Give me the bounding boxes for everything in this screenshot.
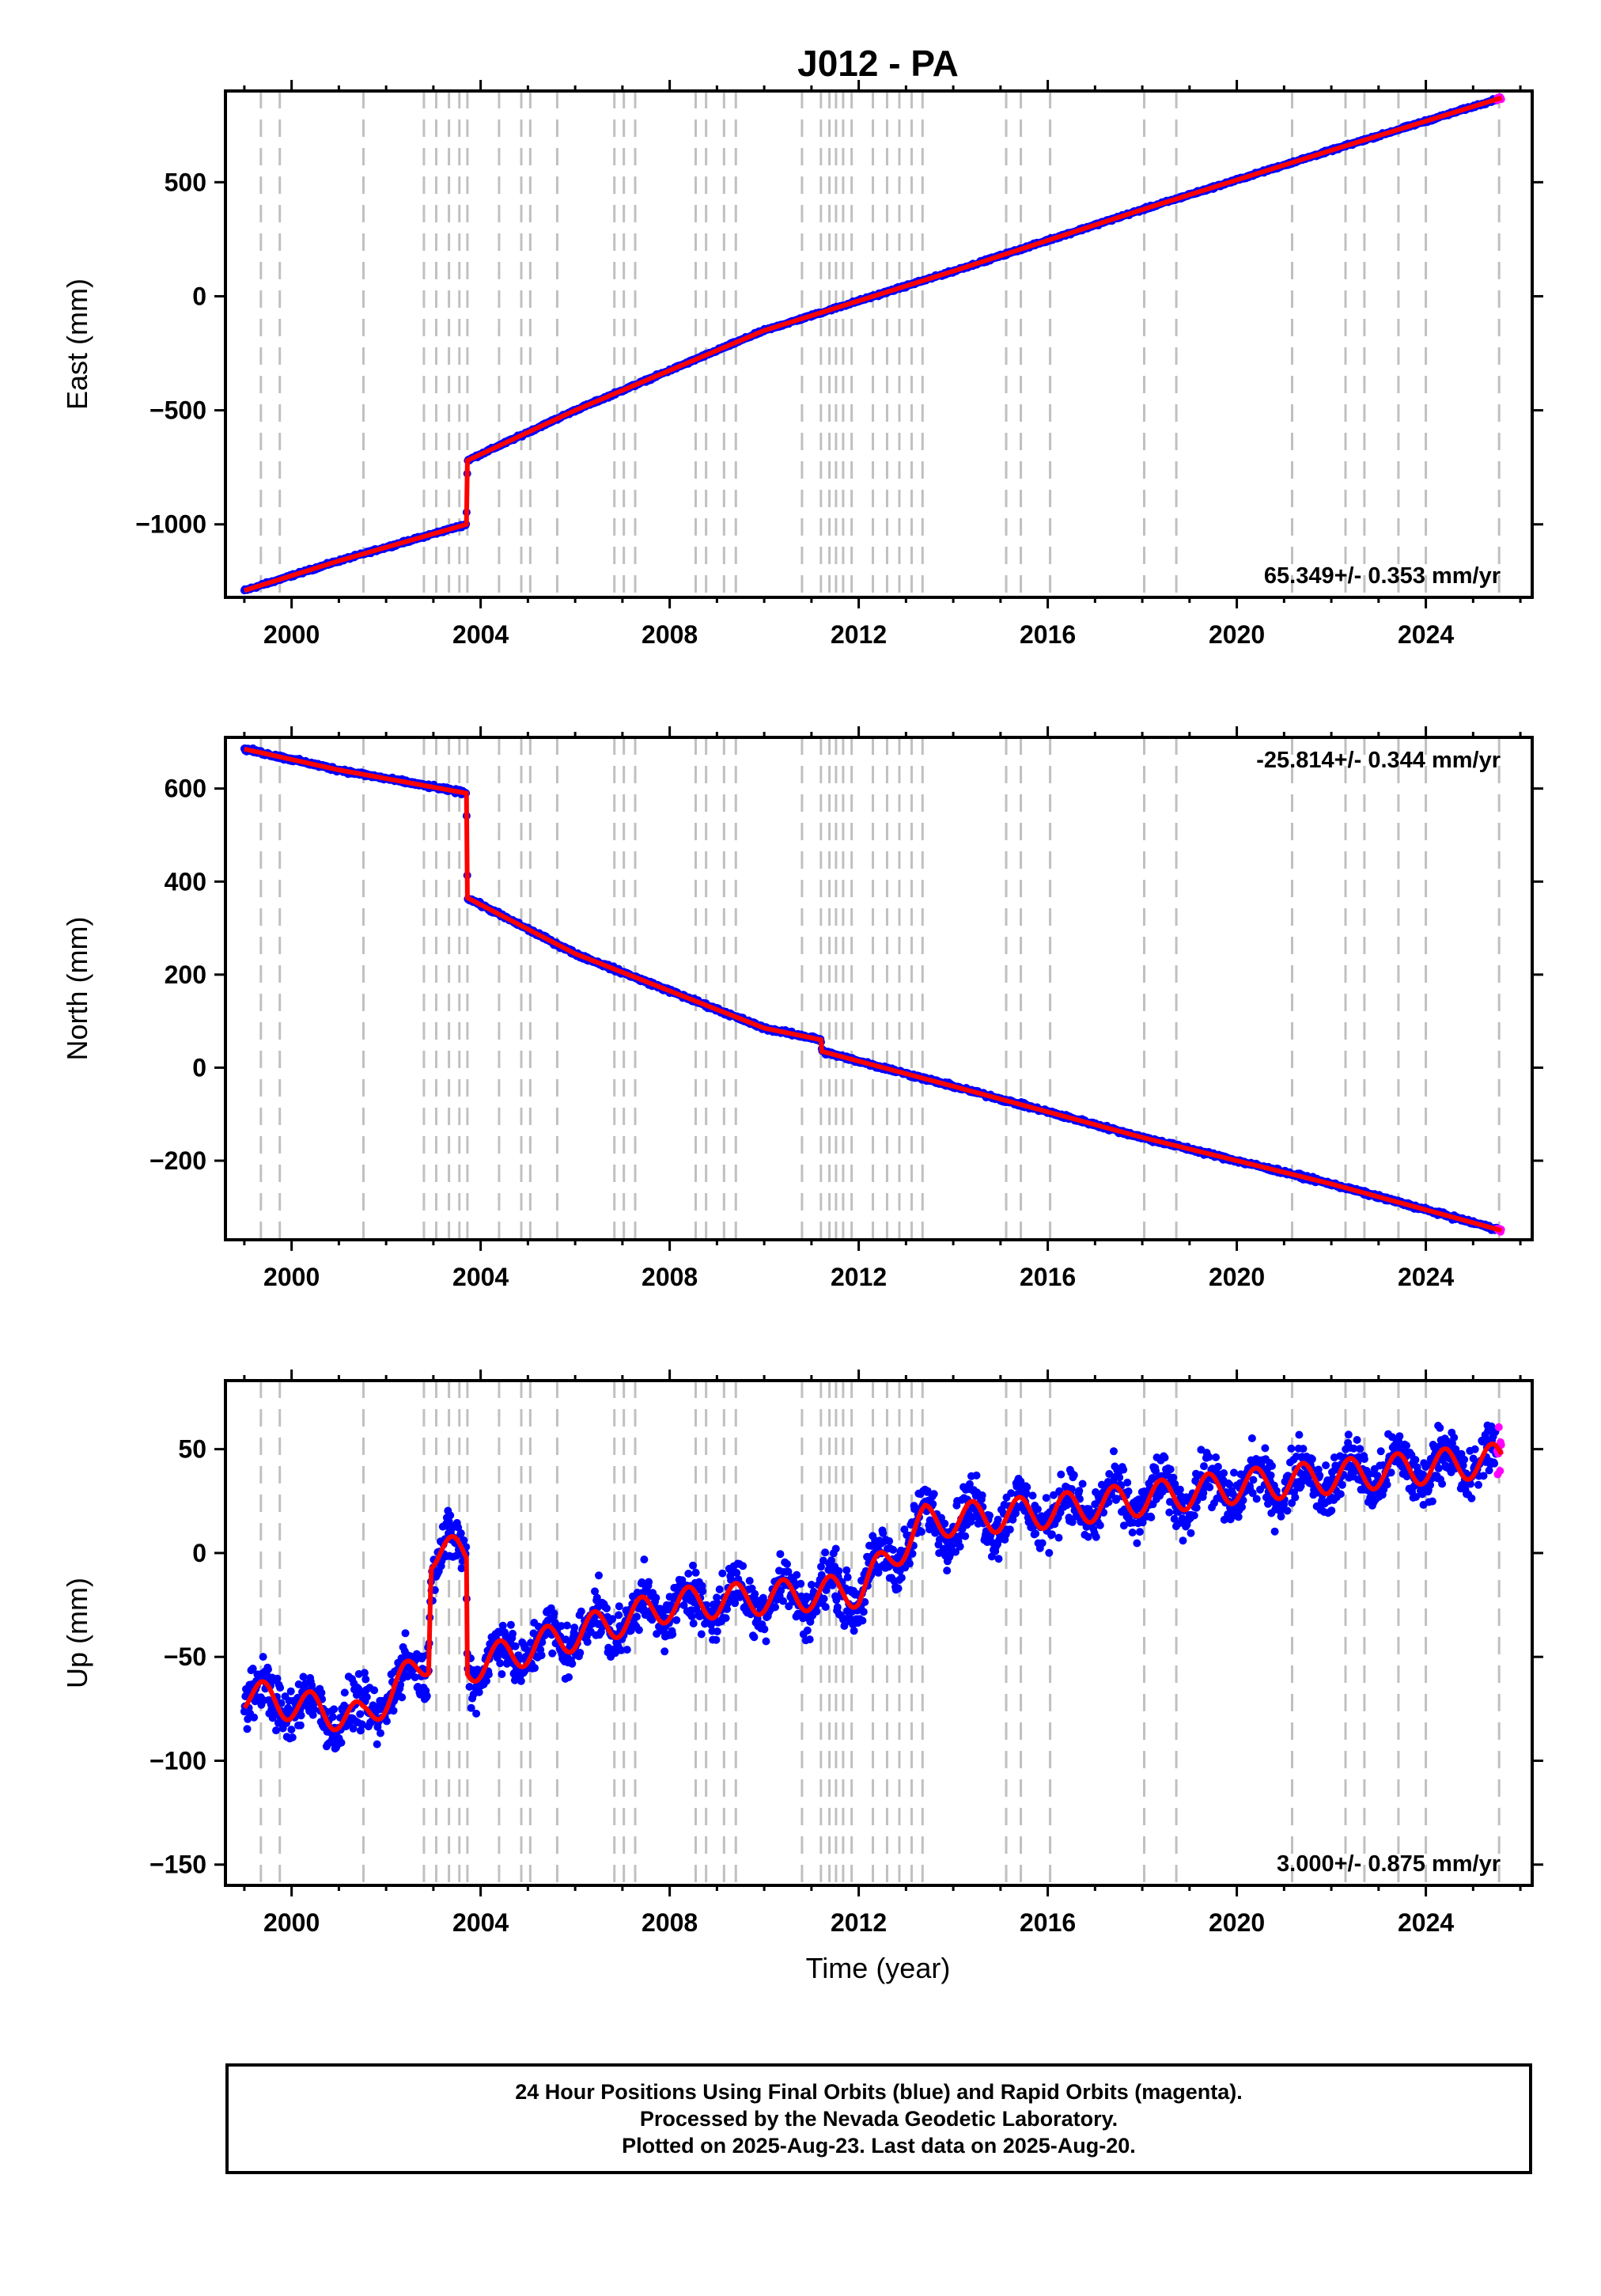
final-orbit-point — [330, 1705, 339, 1714]
data-points — [240, 744, 1505, 1236]
final-orbit-point — [370, 1686, 379, 1695]
x-tick-label: 2016 — [1020, 1263, 1076, 1291]
final-orbit-point — [361, 1675, 370, 1684]
y-tick-label: −500 — [150, 396, 206, 425]
y-tick-label: −1000 — [135, 510, 206, 539]
final-orbit-point — [264, 1665, 272, 1673]
x-tick-label: 2020 — [1209, 620, 1265, 649]
final-orbit-point — [296, 1721, 305, 1730]
final-orbit-point — [317, 1688, 326, 1697]
y-tick-label: 200 — [165, 960, 206, 989]
plot-frame — [224, 89, 1534, 599]
final-orbit-point — [382, 1717, 391, 1726]
event-lines — [259, 91, 1501, 597]
y-tick-label: 0 — [192, 282, 206, 310]
model-fit-line — [244, 746, 1502, 1233]
y-tick-label: 600 — [165, 775, 206, 803]
final-orbit-point — [360, 1669, 369, 1677]
x-tick-label: 2024 — [1398, 620, 1454, 649]
final-orbit-point — [340, 1688, 349, 1697]
final-orbit-point — [287, 1726, 296, 1734]
final-orbit-point — [389, 1707, 398, 1715]
final-orbit-point — [308, 1681, 316, 1690]
y-tick-label: 0 — [192, 1053, 206, 1082]
velocity-label: -25.814+/- 0.344 mm/yr — [1256, 748, 1501, 773]
final-orbit-point — [297, 1711, 305, 1720]
final-orbit-point — [337, 1738, 346, 1747]
x-tick-label: 2012 — [831, 1263, 887, 1291]
x-tick-label: 2000 — [263, 1263, 320, 1291]
final-orbit-point — [250, 1713, 259, 1722]
panel-up: 2000 2004 2008 2012 2016 2020 2024500−50−100−1… — [61, 1370, 1543, 1937]
final-orbit-point — [272, 1726, 280, 1735]
final-orbit-point — [259, 1653, 267, 1661]
y-tick-label: 400 — [165, 867, 206, 896]
final-orbit-point — [299, 1673, 308, 1681]
x-tick-label: 2000 — [263, 620, 320, 649]
y-tick-label: 500 — [165, 168, 206, 196]
final-orbit-point — [288, 1733, 297, 1741]
final-orbit-point — [349, 1724, 358, 1733]
x-tick-label: 2024 — [1398, 1263, 1454, 1291]
x-tick-label: 2004 — [452, 1263, 509, 1291]
x-tick-label: 2020 — [1209, 1263, 1265, 1291]
panels: 2000 2004 2008 2012 2016 2020 20245000−500−100… — [61, 80, 1543, 1937]
panel-north: 2000 2004 2008 2012 2016 2020 20246004002000−2… — [61, 726, 1543, 1291]
x-tick-label: 2016 — [1020, 620, 1076, 649]
final-orbit-point — [362, 1692, 371, 1701]
x-tick-label: 2008 — [642, 620, 698, 649]
final-orbit-point — [377, 1729, 384, 1737]
panel-east: 2000 2004 2008 2012 2016 2020 2024 500 0 −500 −100… — [61, 80, 1543, 649]
y-axis-label: North (mm) — [61, 917, 93, 1061]
final-orbit-point — [248, 1665, 257, 1673]
final-orbit-point — [276, 1684, 285, 1692]
data-points — [240, 1421, 1505, 1753]
event-lines — [259, 737, 1501, 1240]
x-tick-label: 2004 — [452, 620, 509, 649]
final-orbit-point — [273, 1674, 282, 1683]
x-tick-label: 2012 — [831, 620, 887, 649]
final-orbit-point — [308, 1711, 317, 1719]
chart-title: J012 - PA — [797, 43, 959, 84]
final-orbit-point — [286, 1687, 295, 1695]
final-orbit-point — [310, 1705, 319, 1714]
model-fit-line — [243, 95, 1503, 593]
final-orbit-point — [328, 1713, 337, 1722]
final-orbit-point — [356, 1726, 365, 1735]
final-orbit-point — [358, 1720, 366, 1729]
y-axis-label: East (mm) — [61, 278, 93, 410]
y-tick-label: −200 — [150, 1146, 206, 1175]
final-orbit-point — [243, 1725, 252, 1733]
velocity-label: 65.349+/- 0.353 mm/yr — [1264, 563, 1501, 589]
plot-frame — [224, 736, 1534, 1241]
final-orbit-point — [373, 1740, 381, 1749]
final-orbit-point — [356, 1710, 365, 1718]
x-tick-label: 2008 — [642, 1263, 698, 1291]
